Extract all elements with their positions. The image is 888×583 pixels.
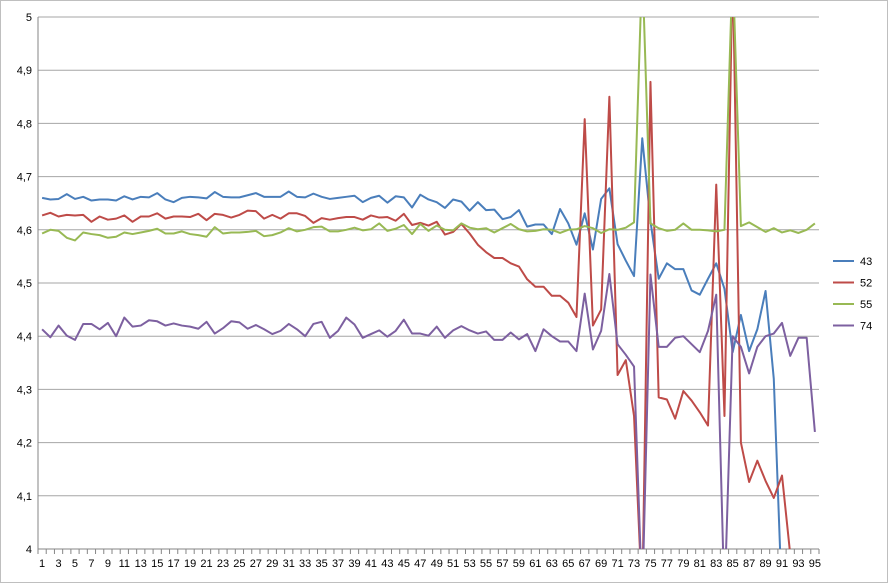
- y-tick-label: 4,8: [17, 118, 32, 130]
- x-tick-label: 77: [661, 558, 673, 570]
- x-tick-label: 59: [513, 558, 525, 570]
- x-tick-label: 89: [759, 558, 771, 570]
- x-tick-label: 81: [694, 558, 706, 570]
- y-tick-label: 4,9: [17, 65, 32, 77]
- x-tick-label: 67: [579, 558, 591, 570]
- x-tick-label: 31: [283, 558, 295, 570]
- x-tick-label: 69: [595, 558, 607, 570]
- axes: [37, 17, 820, 554]
- x-tick-label: 49: [431, 558, 443, 570]
- legend-label-52: 52: [860, 278, 872, 290]
- x-tick-label: 45: [398, 558, 410, 570]
- x-tick-label: 91: [776, 558, 788, 570]
- x-tick-label: 85: [727, 558, 739, 570]
- x-tick-label: 93: [792, 558, 804, 570]
- x-tick-label: 83: [710, 558, 722, 570]
- y-tick-label: 4,6: [17, 225, 32, 237]
- x-tick-label: 63: [546, 558, 558, 570]
- x-tick-label: 25: [233, 558, 245, 570]
- x-tick-label: 43: [381, 558, 393, 570]
- x-tick-label: 23: [217, 558, 229, 570]
- x-tick-label: 27: [250, 558, 262, 570]
- series-line-52: [41, 17, 791, 549]
- x-tick-label: 21: [200, 558, 212, 570]
- legend-label-55: 55: [860, 299, 872, 311]
- x-tick-label: 1: [39, 558, 45, 570]
- y-tick-labels: 4 4,1 4,2 4,3 4,4 4,5 4,6 4,7 4,8 4,9 5: [17, 12, 32, 556]
- y-tick-label: 4,1: [17, 491, 32, 503]
- x-tick-label: 79: [677, 558, 689, 570]
- y-tick-label: 4,3: [17, 384, 32, 396]
- x-tick-label: 95: [809, 558, 821, 570]
- x-tick-label: 19: [184, 558, 196, 570]
- x-tick-label: 71: [611, 558, 623, 570]
- series-line-55: [41, 17, 816, 242]
- x-tick-label: 51: [447, 558, 459, 570]
- y-tick-label: 4,4: [17, 331, 32, 343]
- x-tick-label: 41: [365, 558, 377, 570]
- x-tick-label: 33: [299, 558, 311, 570]
- x-tick-label: 87: [743, 558, 755, 570]
- x-tick-label: 7: [88, 558, 94, 570]
- x-tick-label: 17: [168, 558, 180, 570]
- legend-label-43: 43: [860, 256, 872, 268]
- x-tick-label: 13: [135, 558, 147, 570]
- y-tick-label: 4,7: [17, 172, 32, 184]
- x-tick-label: 9: [105, 558, 111, 570]
- y-tick-label: 5: [26, 12, 32, 24]
- x-tick-label: 11: [119, 558, 130, 570]
- x-tick-label: 15: [151, 558, 163, 570]
- series-lines: [41, 17, 816, 549]
- grid-lines: [38, 16, 819, 497]
- x-tick-label: 5: [72, 558, 78, 570]
- y-tick-label: 4: [26, 544, 32, 556]
- x-tick-label: 55: [480, 558, 492, 570]
- y-tick-label: 4,5: [17, 278, 32, 290]
- x-tick-label: 61: [529, 558, 541, 570]
- x-tick-label: 37: [332, 558, 344, 570]
- x-tick-label: 53: [463, 558, 475, 570]
- series-line-74: [41, 272, 816, 549]
- x-tick-label: 3: [55, 558, 61, 570]
- y-tick-label: 4,2: [17, 438, 32, 450]
- x-tick-label: 75: [644, 558, 656, 570]
- x-tick-label: 47: [414, 558, 426, 570]
- x-tick-label: 65: [562, 558, 574, 570]
- x-tick-label: 73: [628, 558, 640, 570]
- x-tick-label: 57: [496, 558, 508, 570]
- x-tick-label: 39: [348, 558, 360, 570]
- legend: 43 52 55 74: [833, 256, 872, 333]
- series-line-43: [41, 137, 782, 549]
- legend-label-74: 74: [860, 321, 872, 333]
- x-tick-label: 29: [266, 558, 278, 570]
- x-tick-label: 35: [316, 558, 328, 570]
- x-tick-labels: 1 3 5 7 9 11 13 15 17 19 21 23 25 27 29 31 33 35 37 39 41 43 4…: [39, 558, 821, 570]
